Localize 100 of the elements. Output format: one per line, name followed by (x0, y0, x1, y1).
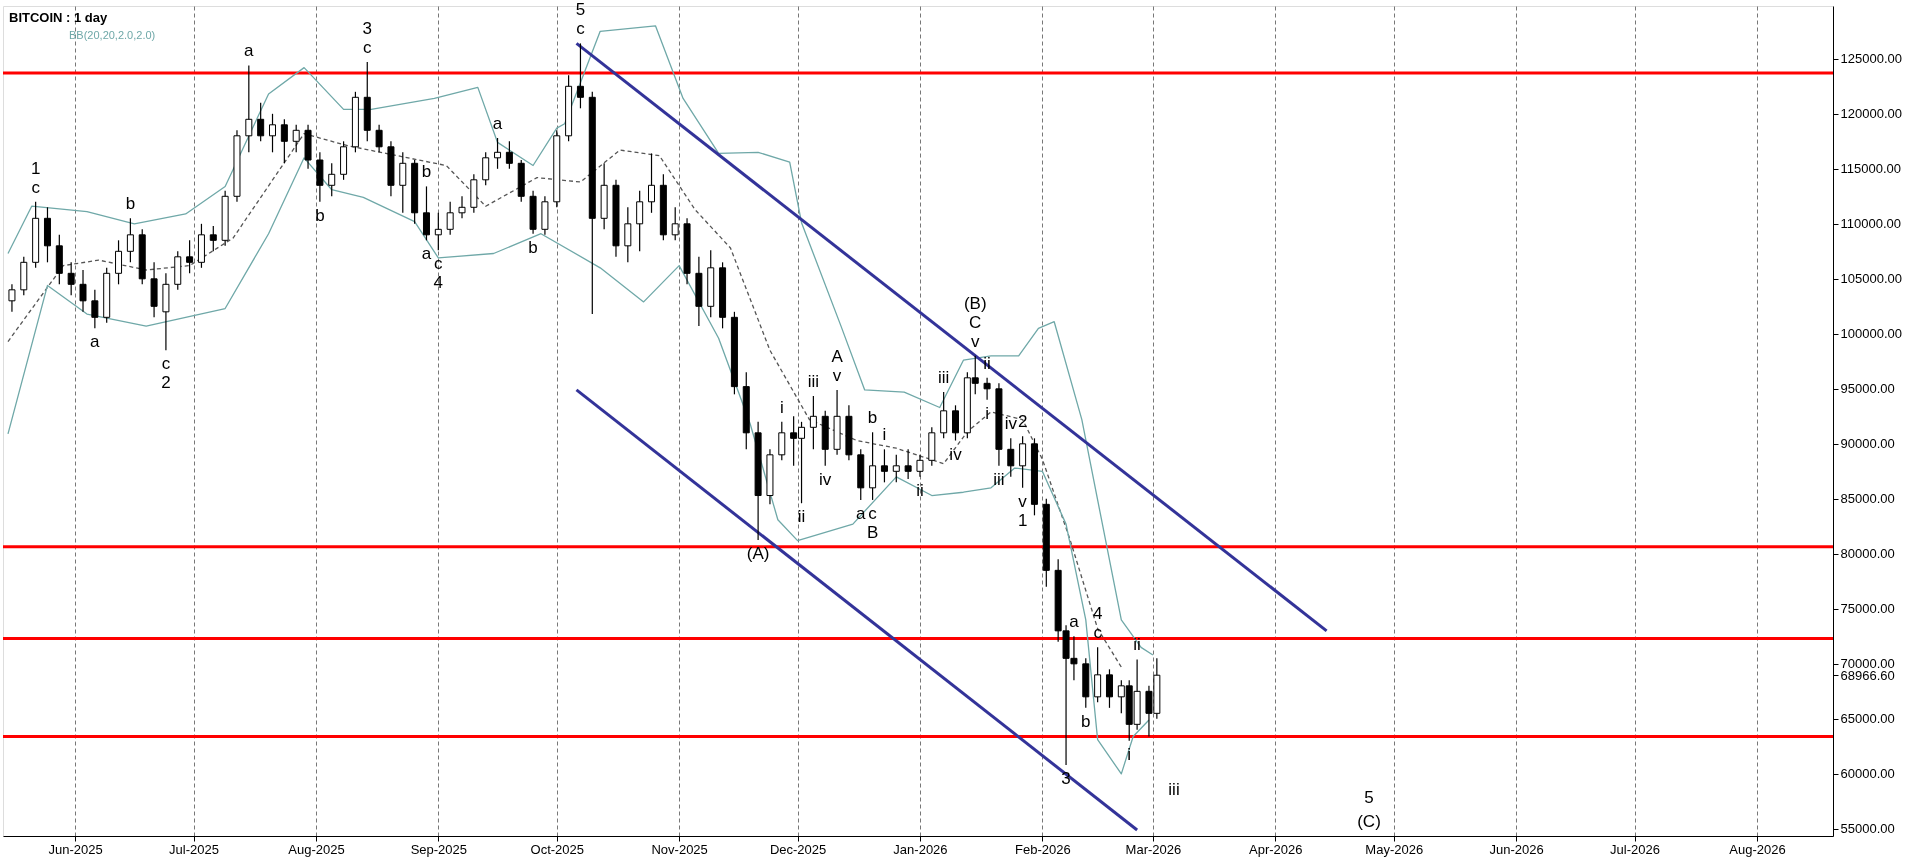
candlestick (1105, 668, 1113, 709)
annotation: i (779, 397, 784, 417)
x-tick-label: Jul-2025 (169, 841, 219, 857)
x-tick-label: Aug-2026 (1729, 841, 1786, 857)
annotation: a (421, 244, 432, 264)
annotation: (C) (1357, 812, 1381, 831)
candlestick (91, 289, 99, 329)
candlestick (8, 283, 16, 313)
annotation: 3 (1061, 769, 1071, 789)
candlestick (892, 454, 900, 483)
annotation: b (528, 237, 538, 257)
candlestick (1094, 646, 1102, 703)
y-tick-label: 110000.00 (1840, 216, 1901, 232)
candlestick (79, 269, 87, 313)
candlestick (126, 217, 134, 263)
annotation: 4 (1092, 604, 1103, 624)
annotation: iv (1004, 414, 1018, 434)
candlestick (952, 404, 960, 442)
annotation: v (971, 331, 980, 351)
candlestick (115, 239, 123, 285)
annotation: c (161, 354, 171, 374)
x-tick-label: Jun-2026 (1489, 841, 1544, 857)
x-tick-label: Jan-2026 (893, 841, 948, 857)
annotation: a (244, 41, 255, 61)
annotation: iii (807, 371, 820, 391)
candlestick (880, 448, 888, 483)
candlestick (446, 201, 454, 236)
y-tick-label: 60000.00 (1840, 766, 1895, 782)
annotation: c (576, 19, 586, 39)
line-series (7, 132, 1122, 668)
annotation: i (882, 425, 887, 445)
annotation: v (1018, 491, 1028, 511)
x-tick-label: Aug-2025 (288, 841, 345, 857)
annotation: iv (949, 444, 963, 464)
y-tick-label: 120000.00 (1840, 106, 1902, 122)
annotation: a (492, 114, 503, 134)
annotation: 1 (30, 158, 41, 178)
x-tick-label: Mar-2026 (1125, 841, 1182, 857)
annotation: 4 (433, 273, 444, 293)
candlestick (505, 140, 513, 170)
candlestick (269, 113, 277, 153)
candlestick (671, 206, 679, 241)
candlestick (434, 212, 442, 251)
x-tick-label: Dec-2025 (769, 841, 827, 857)
annotation: B (866, 522, 879, 542)
annotation: C (969, 312, 982, 332)
y-tick-label: 125000.00 (1840, 51, 1902, 67)
candlestick (778, 421, 786, 461)
annotation: 2 (1017, 412, 1028, 432)
annotation: (A) (746, 544, 770, 564)
annotation: i (1127, 744, 1132, 764)
candlestick (67, 261, 75, 296)
x-tick-label: Sep-2025 (410, 841, 468, 857)
annotation: c (868, 503, 878, 523)
annotation: v (832, 365, 842, 385)
annotation: (B) (963, 293, 987, 313)
candlestick (245, 64, 253, 153)
annotation: b (867, 408, 878, 428)
annotation: ii (916, 480, 924, 500)
annotation: c (31, 177, 41, 197)
annotation: ii (1133, 635, 1141, 655)
x-tick-label: Apr-2026 (1249, 841, 1303, 857)
candlestick (186, 239, 194, 274)
candlestick (494, 137, 502, 170)
y-tick-label: 100000.00 (1840, 326, 1902, 342)
candlestick (399, 151, 407, 214)
candlestick (257, 102, 265, 142)
candlestick (648, 152, 656, 214)
x-tick-label: Nov-2025 (651, 841, 708, 857)
y-tick-label: 115000.00 (1840, 161, 1901, 177)
annotation: iii (1168, 780, 1180, 799)
y-tick-label: 90000.00 (1840, 436, 1895, 452)
x-tick-label: Oct-2025 (530, 841, 585, 857)
annotation: b (421, 162, 432, 182)
annotation: c (434, 254, 444, 274)
y-tick-label: 105000.00 (1840, 271, 1902, 287)
annotation: 1 (1017, 510, 1028, 530)
annotation: 5 (1364, 788, 1374, 807)
candlestick (916, 454, 924, 478)
annotation: iii (937, 368, 950, 388)
x-tick-label: Feb-2026 (1015, 841, 1071, 857)
annotation: A (831, 346, 844, 366)
annotation: 5 (575, 0, 586, 20)
candlestick (624, 206, 632, 263)
annotation: 3 (362, 19, 372, 39)
candlestick (328, 162, 336, 197)
candlestick (576, 42, 584, 109)
candlestick (422, 185, 430, 241)
candlestick (458, 195, 466, 219)
chart-title: BITCOIN : 1 day (9, 10, 109, 25)
candlestick (280, 118, 288, 164)
candlestick (375, 124, 383, 153)
y-tick-label: 75000.00 (1840, 601, 1895, 617)
annotation: i (985, 403, 989, 423)
y-tick-label: 85000.00 (1840, 491, 1895, 507)
candlestick (869, 431, 877, 501)
annotation: a (856, 503, 867, 523)
annotation: a (90, 332, 101, 352)
candlestick (904, 448, 912, 480)
y-tick-label: 65000.00 (1840, 711, 1895, 727)
